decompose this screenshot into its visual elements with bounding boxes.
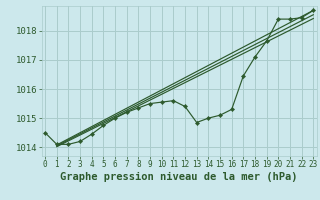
X-axis label: Graphe pression niveau de la mer (hPa): Graphe pression niveau de la mer (hPa) xyxy=(60,172,298,182)
